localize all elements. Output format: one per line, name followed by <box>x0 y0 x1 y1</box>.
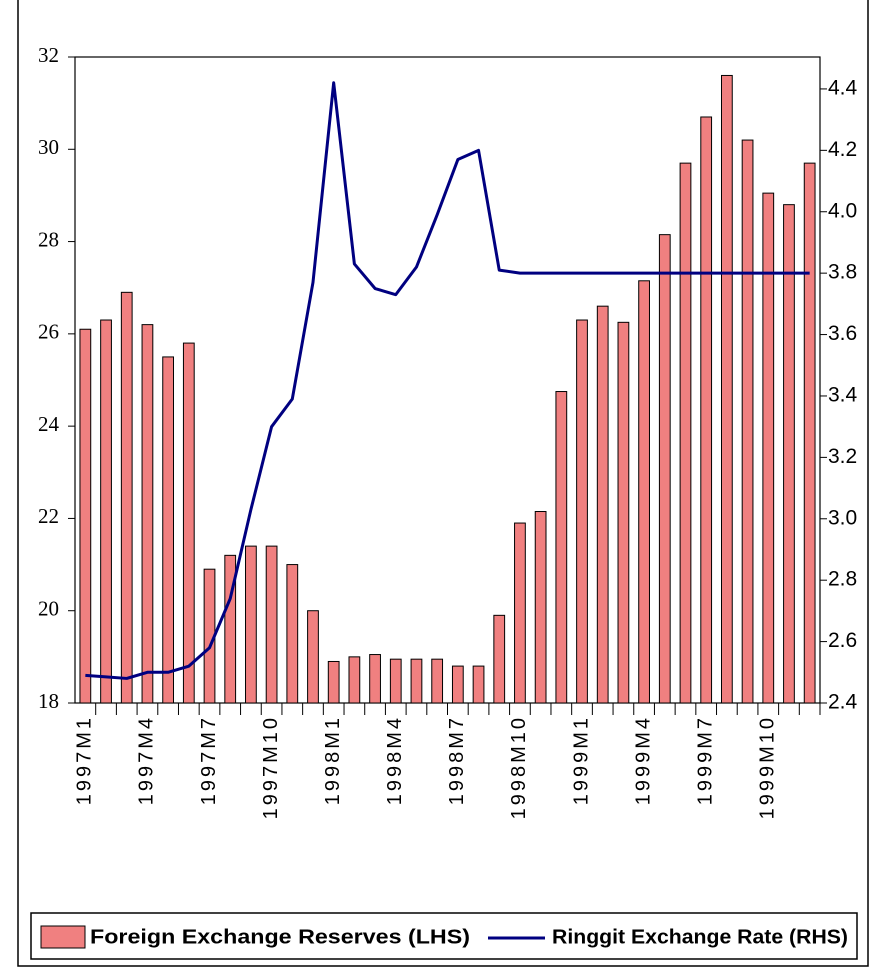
y2-tick-label: 4.2 <box>828 138 857 161</box>
bar <box>762 192 775 704</box>
y-tick-label: 32 <box>38 43 59 67</box>
bar <box>803 162 816 704</box>
bar <box>389 658 402 704</box>
bar <box>410 658 423 704</box>
x-tick-label: 1997M4 <box>136 715 158 805</box>
legend-label: Foreign Exchange Reserves (LHS) <box>90 926 470 948</box>
x-tick-label: 1997M7 <box>198 715 220 805</box>
bar <box>700 116 713 704</box>
bar <box>534 511 547 704</box>
y2-tick-label: 3.0 <box>828 506 857 529</box>
bar <box>100 319 112 704</box>
y2-tick-label: 2.4 <box>828 691 858 714</box>
y-tick-label: 26 <box>38 320 59 344</box>
x-tick-label: 1997M10 <box>260 715 282 819</box>
y2-tick-label: 4.4 <box>828 76 858 99</box>
y2-tick-label: 3.8 <box>828 261 857 284</box>
y-tick-label: 18 <box>38 689 59 713</box>
bar <box>141 324 154 704</box>
y-tick-label: 24 <box>38 412 60 436</box>
bar <box>120 291 133 704</box>
y2-tick-label: 2.8 <box>828 568 857 591</box>
chart-frame <box>17 0 869 967</box>
x-tick-label: 1999M7 <box>694 715 716 805</box>
bar <box>265 545 278 704</box>
y2-tick-label: 3.4 <box>828 384 858 407</box>
x-tick-label: 1998M10 <box>508 715 530 819</box>
bar <box>514 522 526 704</box>
y2-tick-label: 4.0 <box>828 199 857 222</box>
bar <box>348 656 361 704</box>
legend-box <box>30 912 858 960</box>
bar <box>493 614 506 704</box>
x-tick-label: 1998M4 <box>384 715 406 805</box>
bar <box>741 139 754 704</box>
x-tick-label: 1998M1 <box>322 715 344 805</box>
bar <box>431 658 444 704</box>
legend-label: Ringgit Exchange Rate (RHS) <box>552 926 848 948</box>
y-tick-label: 20 <box>38 597 59 621</box>
bar <box>286 564 299 704</box>
bar <box>555 391 568 704</box>
bar <box>638 280 650 704</box>
y2-tick-label: 3.2 <box>828 445 857 468</box>
x-tick-label: 1999M10 <box>757 715 779 819</box>
y2-tick-label: 2.6 <box>828 629 857 652</box>
bar <box>162 356 175 704</box>
bar <box>576 319 588 704</box>
bar <box>79 328 92 704</box>
bar <box>224 554 237 704</box>
x-tick-label: 1998M7 <box>446 715 468 805</box>
y-tick-label: 22 <box>38 504 59 528</box>
x-tick-label: 1999M4 <box>632 715 654 805</box>
bar <box>783 204 795 704</box>
bar <box>679 162 692 704</box>
bar <box>617 321 630 704</box>
bar <box>451 665 464 704</box>
bar <box>596 305 609 704</box>
bar <box>720 74 733 704</box>
bar <box>307 610 319 704</box>
line <box>85 81 810 680</box>
y2-tick-label: 3.6 <box>828 322 857 345</box>
x-tick-label: 1997M1 <box>74 715 96 805</box>
legend-swatch <box>40 925 86 949</box>
x-tick-label: 1999M1 <box>570 715 592 805</box>
bar <box>658 234 671 704</box>
bar <box>327 660 340 704</box>
bar <box>472 665 485 704</box>
bar <box>182 342 195 704</box>
bar <box>245 545 257 704</box>
y-tick-label: 28 <box>38 227 59 251</box>
bar <box>369 654 381 704</box>
y-tick-label: 30 <box>38 135 59 159</box>
